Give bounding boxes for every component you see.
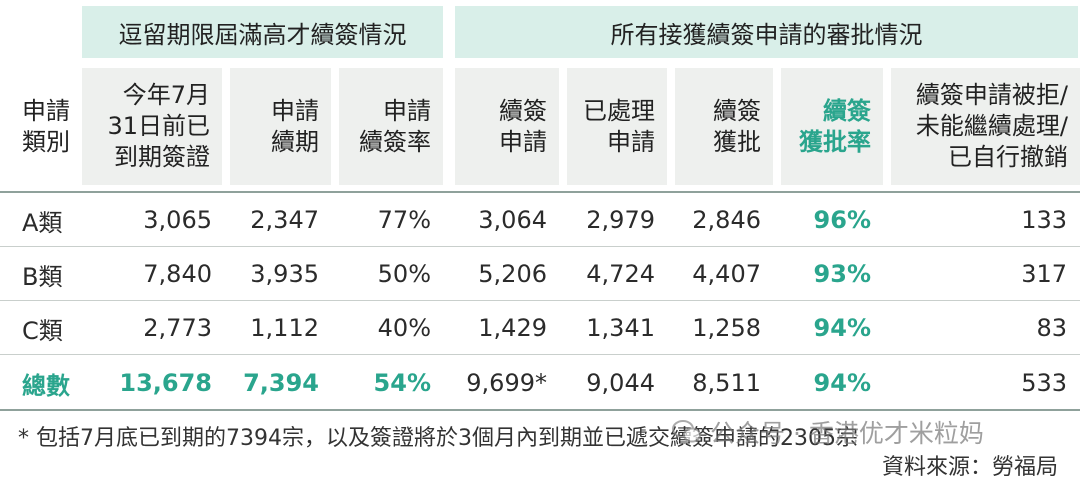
col-header-line: 續簽	[499, 96, 547, 125]
col-header-line: 續簽申請被拒/	[915, 81, 1068, 109]
col-header-line: 獲批	[713, 127, 761, 156]
col-header-line: 今年7月	[122, 81, 210, 109]
table-cell: 4,407	[692, 260, 761, 288]
total-cell: 9,044	[586, 369, 655, 397]
divider	[0, 409, 1080, 411]
row-label: C類	[22, 316, 63, 345]
table-row: B類 7,840 3,935 50% 5,206 4,724 4,407 93%…	[0, 248, 1080, 300]
total-cell: 8,511	[692, 369, 761, 397]
col-header-renewal-applications: 續簽 申請	[455, 68, 559, 185]
total-cell: 54%	[373, 369, 431, 397]
col-header-line: 續期	[271, 127, 319, 156]
table-cell: 1,429	[478, 314, 547, 342]
source-credit: 資料來源：勞福局	[881, 455, 1058, 480]
divider	[0, 191, 1080, 193]
col-header-line: 類別	[22, 127, 70, 156]
table-cell: 7,840	[143, 260, 212, 288]
total-cell: 7,394	[243, 369, 319, 397]
total-label: 總數	[22, 371, 70, 400]
divider	[0, 246, 1080, 247]
col-header-applied-renewal: 申請 續期	[230, 68, 331, 185]
table-cell: 3,065	[143, 206, 212, 234]
table-cell: 317	[1021, 260, 1067, 288]
row-label: B類	[22, 262, 63, 291]
footnote: * 包括7月底已到期的7394宗，以及簽證將於3個月內到期並已遞交續簽申請的23…	[18, 426, 858, 451]
table-cell-rate: 94%	[813, 314, 871, 342]
col-header-line: 已自行撤銷	[948, 143, 1068, 171]
col-header-line: 申請	[383, 96, 431, 125]
col-header-line: 申請	[271, 96, 319, 125]
group-header-right: 所有接獲續簽申請的審批情況	[455, 6, 1078, 58]
table-cell-rate: 93%	[813, 260, 871, 288]
table-cell: 2,773	[143, 314, 212, 342]
col-header-line: 續簽	[713, 96, 761, 125]
table-cell: 40%	[377, 314, 431, 342]
col-header-category: 申請 類別	[0, 68, 82, 185]
table-cell: 3,935	[250, 260, 319, 288]
col-header-line: 31日前已	[107, 112, 210, 140]
table-cell: 83	[1036, 314, 1067, 342]
col-header-line: 續簽率	[359, 127, 431, 156]
table-cell: 4,724	[586, 260, 655, 288]
col-header-rejected: 續簽申請被拒/ 未能繼續處理/ 已自行撤銷	[891, 68, 1080, 185]
col-header-approval-rate: 續簽 獲批率	[781, 68, 883, 185]
col-header-processed: 已處理 申請	[567, 68, 667, 185]
table-cell: 2,846	[692, 206, 761, 234]
table-cell: 1,341	[586, 314, 655, 342]
table-cell: 133	[1021, 206, 1067, 234]
col-header-line: 申請	[607, 127, 655, 156]
table-cell: 50%	[377, 260, 431, 288]
divider	[0, 300, 1080, 301]
col-header-line: 續簽	[823, 96, 871, 125]
col-header-approved: 續簽 獲批	[675, 68, 773, 185]
col-header-expired-visas: 今年7月 31日前已 到期簽證	[82, 68, 222, 185]
total-cell: 9,699*	[466, 369, 547, 397]
table-cell: 5,206	[478, 260, 547, 288]
row-label: A類	[22, 208, 63, 237]
col-header-line: 申請	[499, 127, 547, 156]
group-header-left: 逗留期限屆滿高才續簽情況	[82, 6, 443, 58]
watermark-text: 公众号 · 香港优才米粒妈	[710, 419, 984, 448]
table-cell: 1,112	[250, 314, 319, 342]
total-cell: 13,678	[119, 369, 212, 397]
total-row: 總數 13,678 7,394 54% 9,699* 9,044 8,511 9…	[0, 357, 1080, 409]
col-header-line: 申請	[22, 96, 70, 125]
col-header-renewal-rate: 申請 續簽率	[339, 68, 443, 185]
col-header-line: 到期簽證	[114, 143, 210, 171]
total-cell-rate: 94%	[813, 369, 871, 397]
table-cell: 2,979	[586, 206, 655, 234]
col-header-line: 獲批率	[799, 127, 871, 156]
table-cell: 77%	[377, 206, 431, 234]
total-cell: 533	[1021, 369, 1067, 397]
table-row: C類 2,773 1,112 40% 1,429 1,341 1,258 94%…	[0, 302, 1080, 354]
divider	[0, 354, 1080, 355]
table-row: A類 3,065 2,347 77% 3,064 2,979 2,846 96%…	[0, 194, 1080, 246]
table-cell: 2,347	[250, 206, 319, 234]
table-cell: 1,258	[692, 314, 761, 342]
table-cell: 3,064	[478, 206, 547, 234]
watermark: 公众号 · 香港优才米粒妈	[672, 414, 984, 450]
wechat-icon	[672, 420, 701, 443]
col-header-line: 未能繼續處理/	[915, 112, 1068, 140]
table-cell-rate: 96%	[813, 206, 871, 234]
col-header-line: 已處理	[583, 96, 655, 125]
